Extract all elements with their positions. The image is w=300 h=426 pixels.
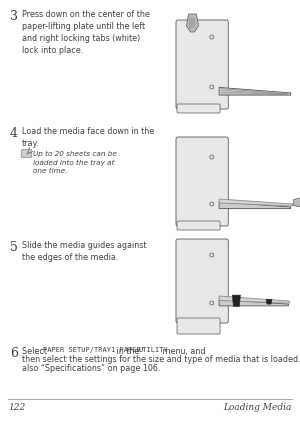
- FancyBboxPatch shape: [176, 239, 228, 323]
- Polygon shape: [219, 300, 288, 306]
- Text: Loading Media: Loading Media: [224, 402, 292, 411]
- Text: 5: 5: [10, 240, 18, 253]
- FancyBboxPatch shape: [177, 222, 220, 230]
- Polygon shape: [219, 296, 290, 303]
- Text: 3: 3: [10, 10, 18, 23]
- Text: 122: 122: [8, 402, 25, 411]
- Text: menu, and: menu, and: [160, 346, 206, 355]
- FancyBboxPatch shape: [176, 138, 228, 227]
- Polygon shape: [232, 295, 240, 307]
- Text: 4: 4: [10, 127, 18, 140]
- FancyBboxPatch shape: [22, 150, 32, 158]
- Text: in the: in the: [114, 346, 142, 355]
- Text: also “Specifications” on page 106.: also “Specifications” on page 106.: [22, 363, 160, 372]
- Polygon shape: [219, 88, 291, 96]
- Text: 6: 6: [10, 346, 18, 359]
- Polygon shape: [219, 199, 293, 207]
- FancyBboxPatch shape: [177, 105, 220, 114]
- Text: Up to 20 sheets can be
loaded into the tray at
one time.: Up to 20 sheets can be loaded into the t…: [33, 151, 117, 173]
- Text: Slide the media guides against
the edges of the media.: Slide the media guides against the edges…: [22, 240, 146, 262]
- Polygon shape: [266, 299, 272, 305]
- Text: then select the settings for the size and type of media that is loaded. See: then select the settings for the size an…: [22, 355, 300, 364]
- Polygon shape: [219, 202, 291, 209]
- Text: Select: Select: [22, 346, 50, 355]
- Text: Load the media face down in the
tray.: Load the media face down in the tray.: [22, 127, 154, 148]
- Polygon shape: [187, 15, 199, 33]
- Text: UTILITY: UTILITY: [139, 346, 168, 352]
- Polygon shape: [294, 198, 300, 207]
- FancyBboxPatch shape: [176, 21, 228, 110]
- FancyBboxPatch shape: [177, 318, 220, 334]
- Text: PAPER SETUP/TRAY1 PAPER: PAPER SETUP/TRAY1 PAPER: [43, 346, 141, 352]
- Text: Press down on the center of the
paper-lifting plate until the left
and right loc: Press down on the center of the paper-li…: [22, 10, 150, 55]
